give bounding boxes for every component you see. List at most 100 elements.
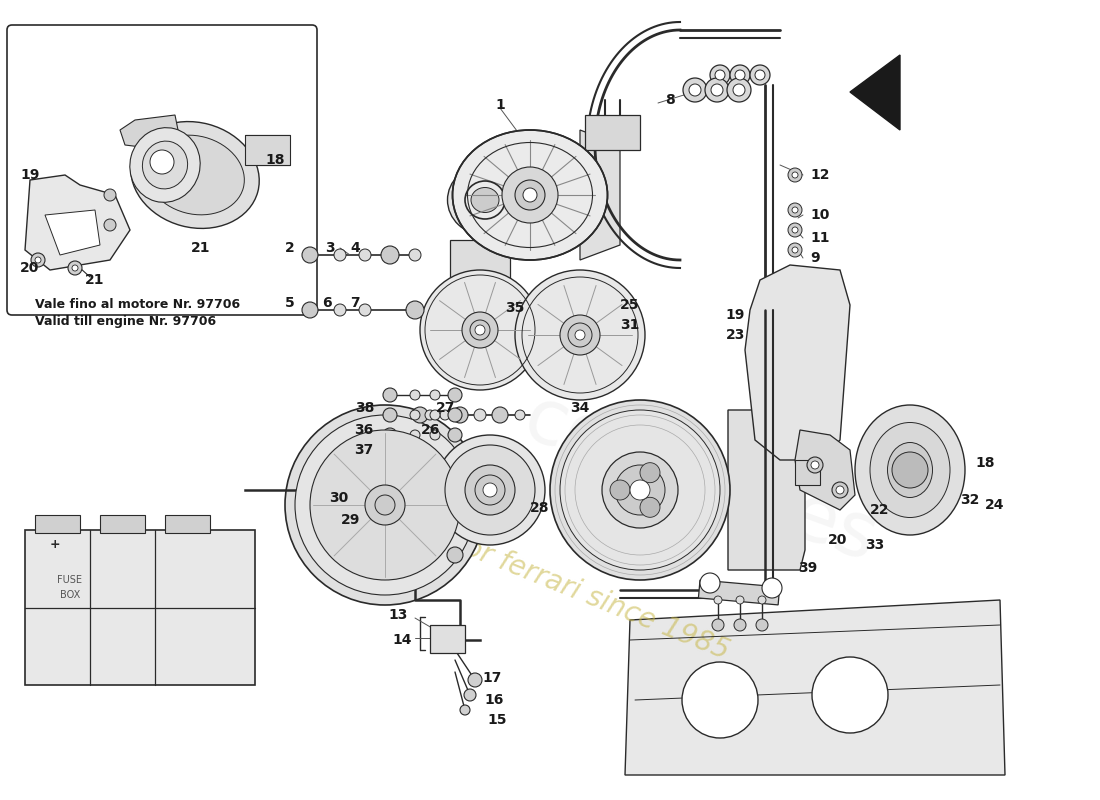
Circle shape — [475, 475, 505, 505]
Text: 39: 39 — [798, 561, 817, 575]
Circle shape — [383, 408, 397, 422]
Circle shape — [811, 461, 819, 469]
Circle shape — [446, 445, 535, 535]
Text: coulantes: coulantes — [513, 382, 887, 578]
Text: 14: 14 — [393, 633, 412, 647]
Circle shape — [334, 249, 346, 261]
Circle shape — [381, 246, 399, 264]
Text: 9: 9 — [810, 251, 820, 265]
Bar — [245, 135, 290, 165]
Circle shape — [452, 407, 468, 423]
Polygon shape — [795, 430, 855, 510]
Circle shape — [602, 452, 678, 528]
Ellipse shape — [142, 141, 188, 189]
Circle shape — [792, 172, 798, 178]
Circle shape — [383, 388, 397, 402]
Circle shape — [440, 410, 450, 420]
Text: 8: 8 — [666, 93, 674, 107]
Bar — [25, 530, 255, 685]
Circle shape — [689, 84, 701, 96]
Circle shape — [383, 428, 397, 442]
Circle shape — [447, 547, 463, 563]
Text: 21: 21 — [85, 273, 104, 287]
Circle shape — [375, 495, 395, 515]
Circle shape — [640, 462, 660, 482]
Text: 26: 26 — [420, 423, 440, 437]
Text: 5: 5 — [285, 296, 295, 310]
Circle shape — [727, 78, 751, 102]
Circle shape — [434, 435, 544, 545]
Circle shape — [734, 619, 746, 631]
Circle shape — [470, 320, 490, 340]
Circle shape — [448, 388, 462, 402]
Circle shape — [359, 249, 371, 261]
Ellipse shape — [870, 422, 950, 518]
FancyBboxPatch shape — [7, 25, 317, 315]
Circle shape — [462, 312, 498, 348]
Text: 21: 21 — [190, 241, 210, 255]
Circle shape — [460, 705, 470, 715]
Ellipse shape — [855, 405, 965, 535]
Ellipse shape — [130, 128, 200, 202]
Text: 25: 25 — [620, 298, 639, 312]
Circle shape — [406, 301, 424, 319]
Circle shape — [683, 78, 707, 102]
Circle shape — [410, 390, 420, 400]
Text: 3: 3 — [326, 241, 336, 255]
Circle shape — [788, 203, 802, 217]
Polygon shape — [745, 265, 850, 460]
Circle shape — [560, 410, 720, 570]
Ellipse shape — [448, 165, 522, 235]
Circle shape — [515, 180, 544, 210]
Circle shape — [448, 408, 462, 422]
Bar — [585, 115, 640, 150]
Circle shape — [715, 70, 725, 80]
Circle shape — [630, 480, 650, 500]
Circle shape — [832, 482, 848, 498]
Circle shape — [736, 596, 744, 604]
Polygon shape — [625, 600, 1005, 775]
Circle shape — [483, 483, 497, 497]
Circle shape — [425, 410, 435, 420]
Polygon shape — [728, 410, 805, 570]
Text: 31: 31 — [620, 318, 639, 332]
Text: 20: 20 — [20, 261, 40, 275]
Text: BOX: BOX — [59, 590, 80, 600]
Circle shape — [788, 243, 802, 257]
Circle shape — [465, 465, 515, 515]
Text: 38: 38 — [355, 401, 375, 415]
Text: 19: 19 — [726, 308, 745, 322]
Circle shape — [502, 167, 558, 223]
Circle shape — [560, 315, 600, 355]
Ellipse shape — [458, 175, 513, 225]
Circle shape — [334, 304, 346, 316]
Text: +: + — [50, 538, 60, 551]
Polygon shape — [45, 210, 100, 255]
Circle shape — [104, 189, 116, 201]
Circle shape — [710, 65, 730, 85]
Circle shape — [714, 596, 722, 604]
Bar — [430, 625, 465, 653]
Circle shape — [31, 253, 45, 267]
Text: 15: 15 — [487, 713, 506, 727]
Text: 4: 4 — [350, 241, 360, 255]
Text: 12: 12 — [810, 168, 829, 182]
Circle shape — [615, 465, 666, 515]
Polygon shape — [580, 130, 620, 260]
Text: 17: 17 — [482, 671, 502, 685]
Bar — [450, 240, 510, 280]
Bar — [35, 515, 80, 533]
Text: 33: 33 — [865, 538, 884, 552]
Circle shape — [430, 430, 440, 440]
Text: 1: 1 — [495, 98, 505, 112]
Bar — [795, 460, 820, 485]
Circle shape — [302, 302, 318, 318]
Circle shape — [610, 480, 630, 500]
Circle shape — [836, 486, 844, 494]
Text: 2: 2 — [285, 241, 295, 255]
Circle shape — [68, 261, 82, 275]
Circle shape — [464, 689, 476, 701]
Circle shape — [788, 168, 802, 182]
Circle shape — [568, 323, 592, 347]
Circle shape — [755, 70, 764, 80]
